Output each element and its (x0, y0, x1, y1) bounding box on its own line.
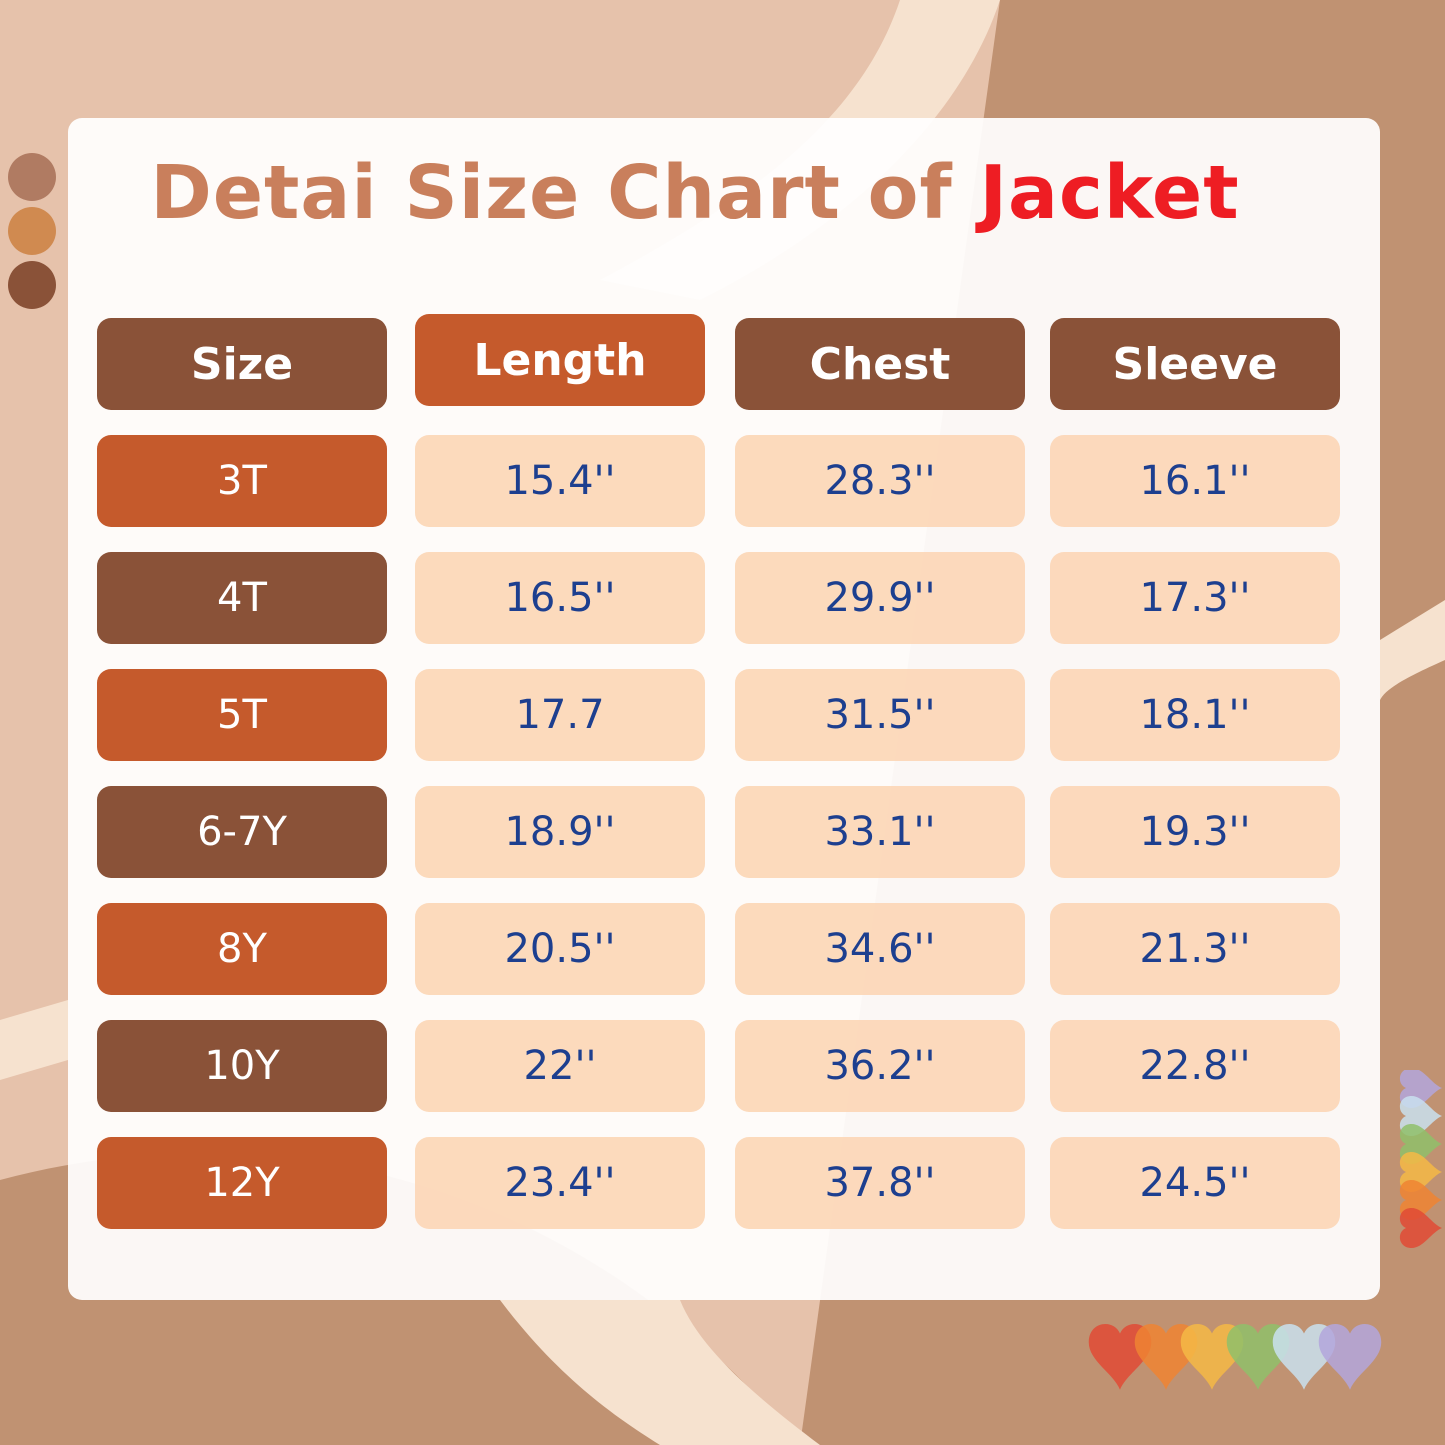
hearts-decoration-bottom (1088, 1323, 1382, 1390)
page-title: Detai Size Chart of Jacket (0, 150, 1390, 236)
title-accent: Jacket (979, 150, 1240, 236)
length-value: 22'' (415, 1020, 705, 1112)
size-label: 4T (97, 552, 387, 644)
header-length: Length (415, 314, 705, 406)
length-value: 17.7 (415, 669, 705, 761)
chest-value: 31.5'' (735, 669, 1025, 761)
sleeve-value: 16.1'' (1050, 435, 1340, 527)
heart-icon (1399, 1207, 1442, 1249)
length-value: 16.5'' (415, 552, 705, 644)
decor-dot (8, 207, 56, 255)
length-value: 20.5'' (415, 903, 705, 995)
header-sleeve: Sleeve (1050, 318, 1340, 410)
chest-value: 33.1'' (735, 786, 1025, 878)
hearts-decoration-side (1399, 1070, 1442, 1249)
size-label: 12Y (97, 1137, 387, 1229)
length-value: 18.9'' (415, 786, 705, 878)
length-value: 15.4'' (415, 435, 705, 527)
chest-value: 36.2'' (735, 1020, 1025, 1112)
title-main: Detai Size Chart of (150, 150, 953, 236)
header-chest: Chest (735, 318, 1025, 410)
chest-value: 34.6'' (735, 903, 1025, 995)
sleeve-value: 24.5'' (1050, 1137, 1340, 1229)
chest-value: 37.8'' (735, 1137, 1025, 1229)
header-size: Size (97, 318, 387, 410)
size-label: 10Y (97, 1020, 387, 1112)
decor-dot (8, 153, 56, 201)
size-label: 6-7Y (97, 786, 387, 878)
sleeve-value: 19.3'' (1050, 786, 1340, 878)
chest-value: 28.3'' (735, 435, 1025, 527)
sleeve-value: 22.8'' (1050, 1020, 1340, 1112)
decor-dot (8, 261, 56, 309)
length-value: 23.4'' (415, 1137, 705, 1229)
sleeve-value: 18.1'' (1050, 669, 1340, 761)
size-label: 8Y (97, 903, 387, 995)
size-label: 5T (97, 669, 387, 761)
chest-value: 29.9'' (735, 552, 1025, 644)
size-label: 3T (97, 435, 387, 527)
heart-icon (1318, 1323, 1382, 1390)
sleeve-value: 17.3'' (1050, 552, 1340, 644)
sleeve-value: 21.3'' (1050, 903, 1340, 995)
